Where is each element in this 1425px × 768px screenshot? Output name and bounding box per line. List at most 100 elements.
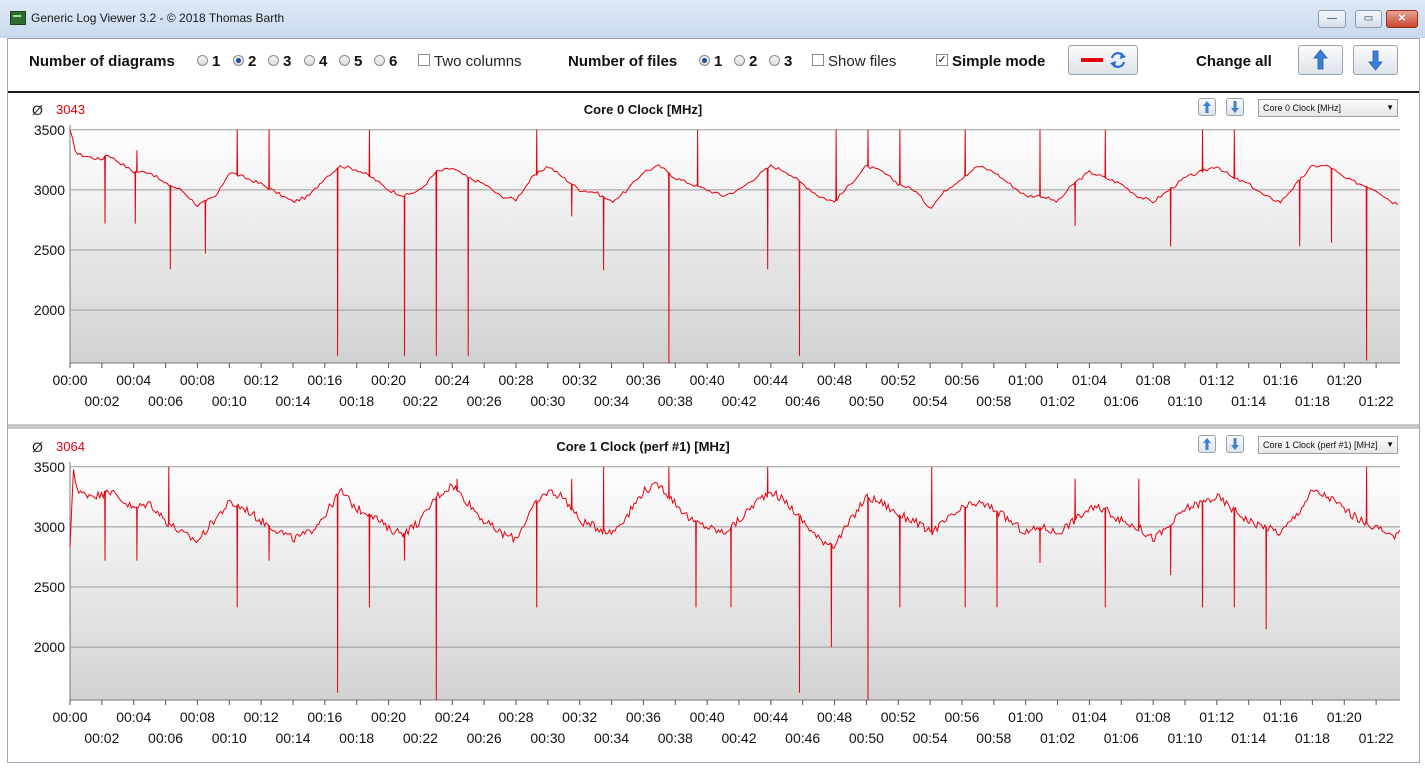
files-radio-1-label: 1 [714, 53, 723, 70]
move-all-up-button[interactable] [1298, 45, 1343, 75]
move-all-down-button[interactable] [1353, 45, 1398, 75]
panel-down-button[interactable] [1226, 435, 1244, 453]
maximize-button[interactable]: ▭ [1355, 10, 1382, 28]
x-tick-label: 00:38 [658, 393, 693, 409]
chart-area: 2000 2500 3000 3500 00:00 00:04 00:08 00:12 00:… [34, 459, 1401, 746]
x-tick-label: 01:00 [1008, 372, 1043, 388]
close-button[interactable]: ✕ [1386, 10, 1418, 28]
diagrams-radio-5[interactable] [339, 55, 350, 66]
x-tick-label: 00:22 [403, 393, 438, 409]
x-tick-label: 01:04 [1072, 372, 1107, 388]
diagrams-radio-4[interactable] [304, 55, 315, 66]
x-tick-label: 00:48 [817, 372, 852, 388]
panel-down-button[interactable] [1226, 98, 1244, 116]
x-tick-label: 01:20 [1327, 372, 1362, 388]
panel-up-button[interactable] [1198, 98, 1216, 116]
arrow-down-icon [1231, 438, 1239, 450]
plot-background [70, 125, 1400, 363]
y-tick-label: 2500 [34, 242, 65, 258]
x-tick-label: 01:16 [1263, 709, 1298, 725]
x-tick-label: 00:20 [371, 709, 406, 725]
x-tick-label: 00:14 [275, 730, 310, 746]
x-tick-label: 00:02 [84, 393, 119, 409]
x-tick-label: 00:36 [626, 709, 661, 725]
app-icon [10, 11, 26, 25]
chart-area: 2000 2500 3000 3500 00:00 00:04 00:08 00:12 00:… [34, 122, 1400, 409]
x-tick-label: 00:00 [52, 709, 87, 725]
x-tick-label: 00:56 [944, 709, 979, 725]
x-tick-label: 01:10 [1167, 730, 1202, 746]
x-tick-label: 00:08 [180, 372, 215, 388]
x-tick-label: 01:22 [1359, 393, 1394, 409]
files-radio-1[interactable] [699, 55, 710, 66]
line-swatch-icon [1081, 58, 1103, 62]
x-tick-label: 00:12 [244, 709, 279, 725]
arrow-down-icon [1231, 101, 1239, 113]
x-tick-label: 00:04 [116, 709, 151, 725]
x-tick-label: 00:00 [52, 372, 87, 388]
y-tick-label: 3000 [34, 519, 65, 535]
x-tick-label: 01:02 [1040, 393, 1075, 409]
simple-mode-checkbox[interactable]: ✓ [936, 54, 948, 66]
x-tick-label: 00:34 [594, 730, 629, 746]
x-tick-label: 00:58 [976, 393, 1011, 409]
average-value: 3043 [56, 102, 85, 117]
panel-up-button[interactable] [1198, 435, 1216, 453]
x-tick-label: 00:14 [275, 393, 310, 409]
sensor-select-value: Core 0 Clock [MHz] [1263, 103, 1342, 113]
x-tick-label: 00:58 [976, 730, 1011, 746]
files-radio-3[interactable] [769, 55, 780, 66]
x-tick-label: 00:10 [212, 730, 247, 746]
sensor-select[interactable]: Core 1 Clock (perf #1) [MHz] ▼ [1258, 436, 1398, 454]
x-tick-label: 00:28 [498, 709, 533, 725]
series-style-button[interactable] [1068, 45, 1138, 75]
two-columns-checkbox[interactable] [418, 54, 430, 66]
x-tick-label: 00:06 [148, 393, 183, 409]
x-tick-label: 01:00 [1008, 709, 1043, 725]
show-files-label: Show files [828, 53, 897, 70]
x-tick-label: 00:02 [84, 730, 119, 746]
files-radio-2[interactable] [734, 55, 745, 66]
x-tick-label: 01:10 [1167, 393, 1202, 409]
diagrams-radio-6[interactable] [374, 55, 385, 66]
x-tick-label: 00:04 [116, 372, 151, 388]
x-tick-label: 00:12 [244, 372, 279, 388]
average-value: 3064 [56, 439, 85, 454]
two-columns-label: Two columns [434, 53, 522, 70]
arrow-down-icon [1368, 50, 1383, 71]
x-tick-label: 00:18 [339, 730, 374, 746]
x-tick-label: 00:20 [371, 372, 406, 388]
series-line [69, 129, 1399, 364]
x-tick-label: 01:20 [1327, 709, 1362, 725]
x-tick-label: 01:08 [1136, 709, 1171, 725]
panel-splitter[interactable] [8, 424, 1419, 429]
x-tick-label: 01:14 [1231, 393, 1266, 409]
diagrams-radio-1[interactable] [197, 55, 208, 66]
x-tick-label: 00:30 [530, 393, 565, 409]
x-tick-label: 00:52 [881, 372, 916, 388]
x-tick-label: 00:26 [467, 393, 502, 409]
x-tick-label: 00:44 [753, 372, 788, 388]
y-tick-label: 3500 [34, 122, 65, 138]
diagrams-radio-3[interactable] [268, 55, 279, 66]
sensor-select[interactable]: Core 0 Clock [MHz] ▼ [1258, 99, 1398, 117]
x-tick-label: 01:22 [1359, 730, 1394, 746]
diagrams-radio-4-label: 4 [319, 53, 328, 70]
diagrams-radio-2[interactable] [233, 55, 244, 66]
x-tick-label: 00:36 [626, 372, 661, 388]
arrow-up-icon [1203, 438, 1211, 450]
toolbar-separator [8, 91, 1419, 93]
plot-background [70, 462, 1400, 700]
x-tick-label: 00:44 [753, 709, 788, 725]
title-bar: Generic Log Viewer 3.2 - © 2018 Thomas B… [0, 0, 1425, 38]
x-tick-label: 00:16 [307, 372, 342, 388]
x-tick-label: 00:26 [467, 730, 502, 746]
average-symbol: Ø [32, 102, 43, 118]
x-tick-label: 00:08 [180, 709, 215, 725]
x-tick-label: 01:18 [1295, 393, 1330, 409]
minimize-button[interactable]: — [1318, 10, 1346, 28]
main-window: Number of diagrams 1 2 3 4 5 6 Two colum… [7, 38, 1420, 763]
y-tick-label: 3500 [34, 459, 65, 475]
show-files-checkbox[interactable] [812, 54, 824, 66]
chevron-down-icon: ▼ [1386, 440, 1394, 449]
